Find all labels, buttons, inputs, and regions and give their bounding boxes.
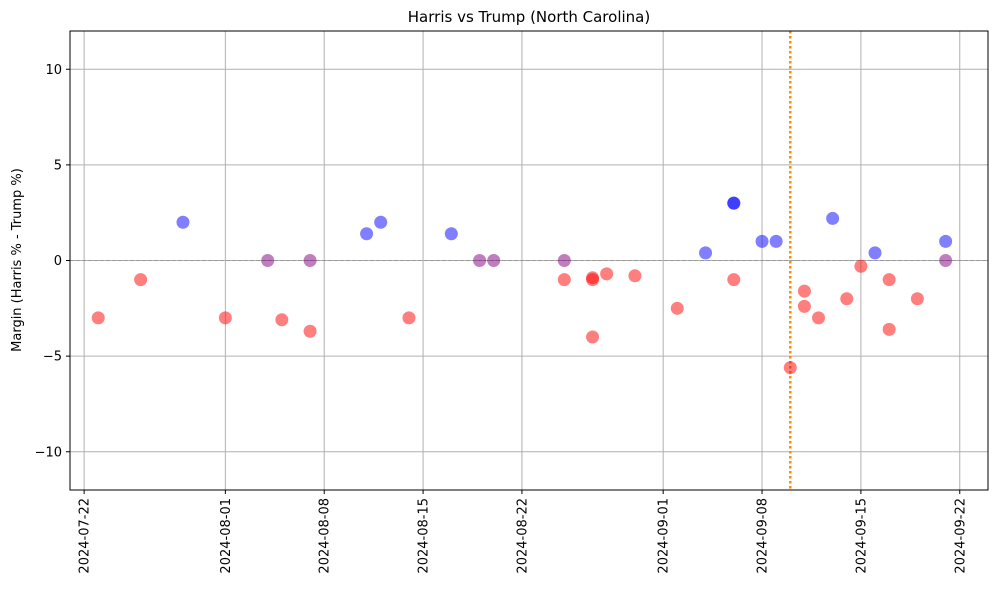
data-point-trump-lead bbox=[275, 313, 289, 327]
y-tick-label: −10 bbox=[35, 445, 62, 460]
data-point-tie bbox=[473, 254, 487, 267]
data-point-tie bbox=[939, 254, 953, 267]
data-point-trump-lead bbox=[910, 292, 924, 306]
data-point-harris-lead bbox=[868, 246, 882, 260]
chart-title: Harris vs Trump (North Carolina) bbox=[408, 8, 650, 26]
x-tick-label: 2024-09-15 bbox=[854, 498, 869, 574]
data-point-trump-lead bbox=[797, 284, 811, 298]
data-point-harris-lead bbox=[755, 234, 769, 248]
x-tick-label: 2024-09-08 bbox=[756, 498, 771, 574]
data-point-trump-lead bbox=[840, 292, 854, 306]
data-point-trump-lead bbox=[727, 273, 741, 287]
y-axis-label: Margin (Harris % - Trump %) bbox=[10, 168, 25, 352]
data-point-tie bbox=[487, 254, 501, 267]
data-point-harris-lead bbox=[176, 215, 190, 229]
data-point-harris-lead bbox=[374, 215, 388, 229]
data-point-trump-lead bbox=[91, 311, 105, 325]
axis-ticks: 2024-07-22 2024-08-01 2024-08-08 2024-08-15… bbox=[35, 63, 969, 574]
data-point-trump-lead bbox=[882, 273, 896, 287]
x-tick-label: 2024-09-22 bbox=[953, 498, 968, 574]
x-tick-label: 2024-07-22 bbox=[78, 498, 93, 574]
data-point-harris-lead bbox=[727, 196, 741, 210]
x-tick-label: 2024-08-15 bbox=[417, 498, 432, 574]
data-point-trump-lead bbox=[670, 301, 684, 315]
y-tick-label: −5 bbox=[43, 350, 62, 365]
data-point-trump-lead bbox=[628, 269, 642, 283]
data-point-harris-lead bbox=[939, 234, 953, 248]
data-point-harris-lead bbox=[769, 234, 783, 248]
x-tick-label: 2024-08-22 bbox=[515, 498, 530, 574]
data-point-tie bbox=[303, 254, 317, 267]
data-point-trump-lead bbox=[586, 273, 600, 287]
y-tick-label: 0 bbox=[54, 254, 62, 269]
data-point-harris-lead bbox=[360, 227, 374, 241]
data-point-trump-lead bbox=[402, 311, 416, 325]
data-point-trump-lead bbox=[797, 299, 811, 313]
data-point-trump-lead bbox=[783, 361, 797, 375]
data-point-trump-lead bbox=[134, 273, 148, 287]
x-tick-label: 2024-09-01 bbox=[657, 498, 672, 574]
data-point-trump-lead bbox=[586, 330, 600, 344]
data-point-trump-lead bbox=[303, 324, 317, 338]
data-point-trump-lead bbox=[854, 259, 868, 273]
x-tick-label: 2024-08-01 bbox=[219, 498, 234, 574]
y-tick-label: 10 bbox=[45, 63, 62, 78]
data-point-trump-lead bbox=[218, 311, 232, 325]
data-point-tie bbox=[557, 254, 571, 267]
data-point-tie bbox=[261, 254, 275, 267]
data-points bbox=[91, 196, 953, 375]
data-point-harris-lead bbox=[699, 246, 713, 260]
data-point-trump-lead bbox=[600, 267, 614, 281]
data-point-trump-lead bbox=[882, 322, 896, 336]
plot-frame bbox=[69, 30, 989, 491]
data-point-harris-lead bbox=[444, 227, 458, 241]
y-tick-label: 5 bbox=[54, 158, 62, 173]
data-point-harris-lead bbox=[826, 211, 840, 225]
data-point-trump-lead bbox=[812, 311, 826, 325]
data-point-trump-lead bbox=[557, 273, 571, 287]
reference-lines bbox=[70, 31, 988, 490]
x-tick-label: 2024-08-08 bbox=[318, 498, 333, 574]
